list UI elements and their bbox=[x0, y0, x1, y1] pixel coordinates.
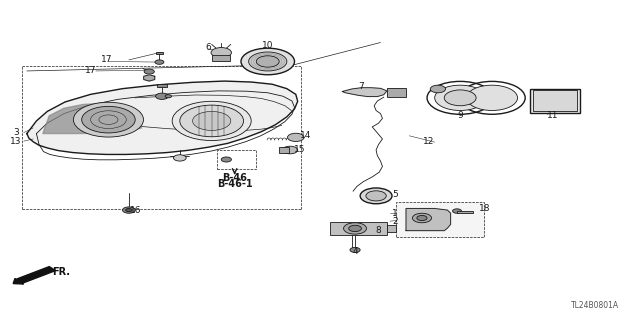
Text: 6: 6 bbox=[205, 43, 211, 52]
Circle shape bbox=[165, 95, 172, 98]
Text: 16: 16 bbox=[129, 206, 141, 215]
Bar bbox=[387, 88, 406, 97]
Text: 10: 10 bbox=[262, 41, 273, 50]
Circle shape bbox=[180, 105, 244, 137]
Text: 15: 15 bbox=[294, 145, 305, 154]
Circle shape bbox=[350, 248, 360, 252]
Circle shape bbox=[360, 188, 392, 204]
Circle shape bbox=[122, 207, 135, 213]
Circle shape bbox=[417, 215, 427, 220]
Circle shape bbox=[172, 101, 251, 141]
Text: B-46: B-46 bbox=[222, 174, 247, 183]
Circle shape bbox=[74, 102, 143, 137]
Bar bbox=[457, 211, 473, 213]
Text: B-46-1: B-46-1 bbox=[217, 179, 252, 189]
Circle shape bbox=[452, 209, 461, 213]
Text: 1: 1 bbox=[392, 209, 398, 218]
Text: 8: 8 bbox=[376, 226, 381, 235]
Bar bbox=[531, 89, 580, 113]
Circle shape bbox=[241, 48, 294, 75]
Circle shape bbox=[82, 106, 135, 133]
Circle shape bbox=[221, 157, 232, 162]
Circle shape bbox=[435, 85, 486, 110]
Text: 4: 4 bbox=[352, 247, 358, 256]
Bar bbox=[157, 84, 167, 87]
Text: TL24B0801A: TL24B0801A bbox=[572, 301, 620, 310]
Circle shape bbox=[248, 52, 287, 71]
Polygon shape bbox=[342, 88, 387, 97]
Circle shape bbox=[430, 85, 445, 93]
Text: 18: 18 bbox=[479, 204, 490, 213]
Text: 9: 9 bbox=[458, 111, 463, 120]
Text: 12: 12 bbox=[422, 137, 434, 146]
Circle shape bbox=[344, 223, 367, 234]
Polygon shape bbox=[27, 81, 298, 154]
Circle shape bbox=[444, 90, 476, 106]
Text: 17: 17 bbox=[85, 66, 97, 76]
Circle shape bbox=[144, 69, 154, 74]
Circle shape bbox=[282, 146, 298, 154]
Text: FR.: FR. bbox=[52, 267, 70, 277]
Text: 11: 11 bbox=[547, 111, 558, 120]
Text: 2: 2 bbox=[392, 217, 398, 226]
Circle shape bbox=[412, 213, 431, 223]
Text: 17: 17 bbox=[100, 56, 112, 64]
Bar bbox=[156, 52, 163, 54]
Bar bbox=[533, 90, 577, 111]
Circle shape bbox=[173, 155, 186, 161]
Text: 7: 7 bbox=[358, 82, 364, 91]
Circle shape bbox=[193, 111, 231, 130]
Bar bbox=[396, 202, 484, 237]
Bar bbox=[212, 55, 230, 61]
Circle shape bbox=[366, 191, 387, 201]
Bar bbox=[278, 147, 289, 152]
Circle shape bbox=[155, 60, 164, 64]
Circle shape bbox=[156, 93, 168, 100]
Circle shape bbox=[211, 48, 232, 58]
Circle shape bbox=[467, 85, 518, 110]
Polygon shape bbox=[406, 209, 451, 231]
Polygon shape bbox=[43, 103, 141, 134]
Text: 5: 5 bbox=[392, 190, 398, 199]
Circle shape bbox=[256, 56, 279, 67]
Polygon shape bbox=[144, 75, 155, 81]
Bar bbox=[387, 225, 396, 232]
Circle shape bbox=[349, 225, 362, 232]
Text: 3: 3 bbox=[13, 128, 19, 137]
Circle shape bbox=[125, 209, 132, 212]
Circle shape bbox=[287, 133, 304, 141]
Bar bbox=[217, 150, 256, 169]
Text: 14: 14 bbox=[300, 131, 312, 140]
Bar bbox=[330, 222, 387, 235]
Text: 13: 13 bbox=[10, 137, 22, 146]
FancyArrow shape bbox=[13, 267, 56, 284]
